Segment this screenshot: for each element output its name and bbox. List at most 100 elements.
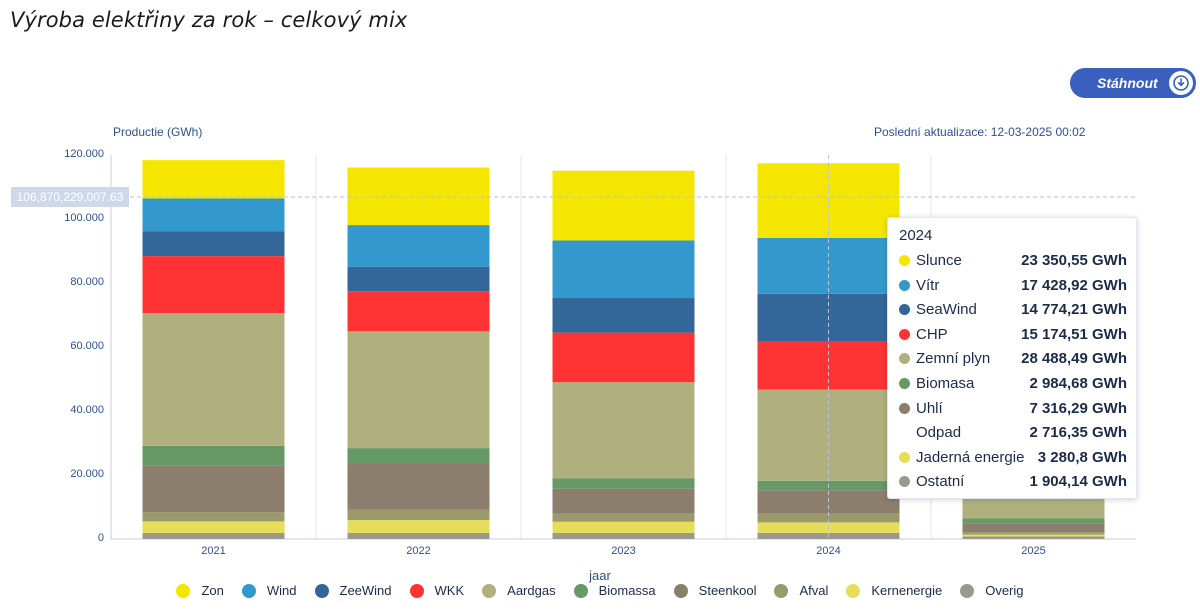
bar-segment-aardgas-2023[interactable] [552,382,695,479]
legend-item-afval[interactable]: Afval [774,583,828,598]
x-axis-label: jaar [589,568,611,583]
bar-segment-zon-2022[interactable] [347,167,490,226]
tooltip-row: SeaWind 14 774,21 GWh [899,299,1129,321]
bar-segment-aardgas-2021[interactable] [142,313,285,446]
chart-tooltip: 2024 Slunce 23 350,55 GWh Vítr 17 428,92 GW… [887,217,1137,499]
tooltip-dot [899,328,910,340]
download-button[interactable]: Stáhnout [1070,68,1196,98]
legend-label: ZeeWind [339,583,392,598]
download-button-label: Stáhnout [1097,75,1158,91]
tooltip-series-name: Vítr [916,276,940,294]
legend-label: Zon [201,583,224,598]
bar-segment-kernenergie-2023[interactable] [552,521,695,533]
legend-dot [846,583,861,598]
bar-segment-overig-2021[interactable] [142,532,285,539]
page-title: Výroba elektřiny za rok – celkový mix [10,8,408,32]
tooltip-series-name: Uhlí [916,399,943,417]
bar-segment-wkk-2021[interactable] [142,256,285,314]
tooltip-series-name: Ostatní [916,473,965,491]
bar-segment-zon-2023[interactable] [552,170,695,241]
tooltip-dot [899,451,910,463]
x-tick-label: 2025 [1021,545,1046,557]
bar-segment-wind-2022[interactable] [347,225,490,267]
bar-segment-kernenergie-2022[interactable] [347,520,490,533]
bar-segment-kernenergie-2025[interactable] [962,534,1105,537]
legend-label: Overig [985,583,1024,598]
bar-segment-steenkool-2022[interactable] [347,463,490,510]
bar-segment-steenkool-2023[interactable] [552,488,695,514]
tooltip-dot [899,378,910,389]
y-tick-label: 40.000 [70,404,104,416]
tooltip-row: Zemní plyn 28 488,49 GWh [899,348,1129,370]
x-tick-label: 2022 [406,545,431,557]
legend-item-steenkool[interactable]: Steenkool [673,583,756,598]
tooltip-dot [899,304,910,316]
legend-label: Aardgas [507,583,556,598]
bar-segment-zeewind-2021[interactable] [142,231,285,257]
tooltip-row: Odpad 2 716,35 GWh [899,422,1129,444]
bar-segment-zon-2021[interactable] [142,160,285,199]
tooltip-series-value: 17 428,92 GWh [1021,276,1127,294]
bar-segment-biomassa-2023[interactable] [552,478,695,489]
bar-segment-zeewind-2022[interactable] [347,266,490,292]
bar-segment-afval-2024[interactable] [757,513,900,523]
tooltip-series-name: Biomasa [916,375,975,392]
bar-segment-wind-2023[interactable] [552,240,695,299]
tooltip-series-name: Odpad [916,424,962,442]
tooltip-row: Uhlí 7 316,29 GWh [899,398,1129,420]
download-icon [1169,71,1193,95]
bar-segment-afval-2023[interactable] [552,513,695,522]
bar-segment-steenkool-2025[interactable] [962,523,1105,533]
bar-segment-wkk-2022[interactable] [347,291,490,332]
legend-label: WKK [434,583,465,598]
legend-dot [960,583,975,598]
bar-segment-kernenergie-2021[interactable] [142,521,285,533]
tooltip-series-value: 23 350,55 GWh [1021,252,1127,269]
bar-segment-overig-2023[interactable] [552,532,695,539]
tooltip-dot [899,353,910,365]
bar-segment-wind-2021[interactable] [142,198,285,232]
bar-segment-wkk-2023[interactable] [552,332,695,383]
tooltip-series-value: 7 316,29 GWh [1029,399,1127,417]
legend-item-zeewind[interactable]: ZeeWind [314,583,392,598]
chart-legend: Zon Wind ZeeWind WKK Aardgas Biomassa Steenkoo… [0,583,1200,598]
tooltip-series-value: 2 716,35 GWh [1029,424,1127,442]
tooltip-series-value: 1 904,14 GWh [1029,473,1127,491]
legend-item-overig[interactable]: Overig [960,583,1024,598]
bar-segment-steenkool-2024[interactable] [757,490,900,514]
legend-dot [314,583,329,598]
y-tick-label: 60.000 [70,340,104,352]
bar-segment-steenkool-2021[interactable] [142,465,285,513]
y-tick-label: 0 [97,532,104,544]
bar-segment-overig-2025[interactable] [962,536,1105,539]
x-tick-label: 2024 [816,545,841,557]
y-tick-label: 120.000 [64,148,104,160]
tooltip-series-name: Jaderná energie [916,448,1025,466]
y-tick-label: 100.000 [64,212,104,224]
bar-segment-zeewind-2023[interactable] [552,298,695,333]
legend-item-kernenergie[interactable]: Kernenergie [846,583,942,598]
bar-segment-afval-2021[interactable] [142,512,285,522]
tooltip-series-name: Slunce [916,252,962,269]
bar-segment-biomassa-2025[interactable] [962,518,1105,524]
legend-item-wkk[interactable]: WKK [409,583,465,598]
y-tick-label: 80.000 [70,276,104,288]
bar-segment-overig-2022[interactable] [347,532,490,539]
x-tick-label: 2021 [201,545,226,557]
tooltip-series-value: 28 488,49 GWh [1021,350,1127,368]
legend-dot [482,583,497,598]
legend-item-aardgas[interactable]: Aardgas [482,583,556,598]
legend-dot [673,583,688,598]
bar-segment-aardgas-2022[interactable] [347,331,490,449]
bar-segment-afval-2022[interactable] [347,509,490,521]
legend-label: Kernenergie [871,583,943,598]
legend-item-zon[interactable]: Zon [176,583,224,598]
bar-segment-biomassa-2022[interactable] [347,448,490,464]
bar-segment-afval-2025[interactable] [962,532,1105,535]
legend-item-biomassa[interactable]: Biomassa [573,583,656,598]
tooltip-dot [899,255,910,266]
bar-segment-biomassa-2021[interactable] [142,445,285,466]
y-axis-label: Productie (GWh) [113,125,203,139]
legend-item-wind[interactable]: Wind [241,583,297,598]
